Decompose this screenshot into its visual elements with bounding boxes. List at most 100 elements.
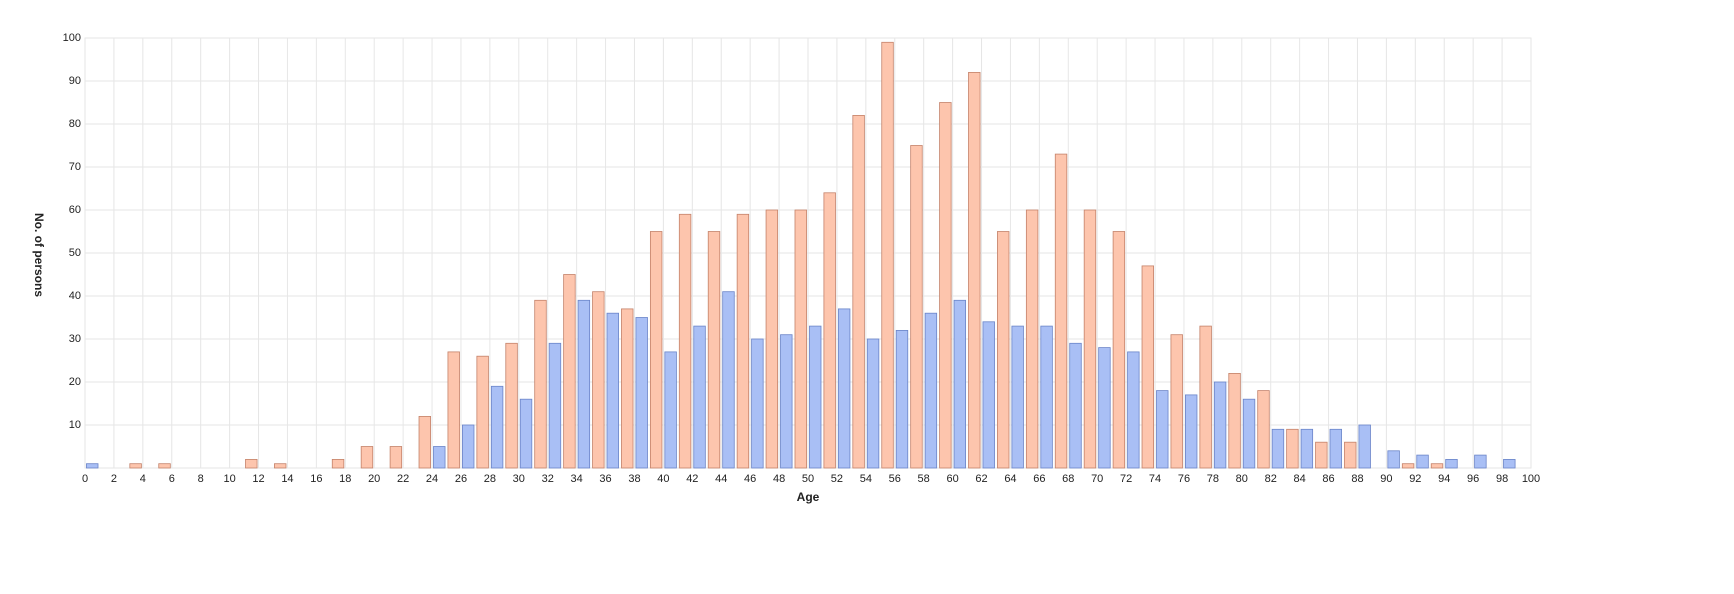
x-tick-label: 70 [1091,473,1103,485]
x-tick-label: 78 [1207,473,1219,485]
bar [331,458,345,469]
x-tick-label: 84 [1294,473,1306,485]
bar [476,355,489,469]
bar [1242,398,1256,469]
y-tick-label: 40 [69,290,81,302]
bar [982,321,995,469]
bar [1141,265,1154,469]
x-tick-label: 18 [339,473,351,485]
x-tick-label: 36 [599,473,611,485]
bar [1112,231,1126,469]
bar [1344,441,1357,469]
bar [780,334,793,469]
bar [823,192,836,469]
x-tick-label: 6 [169,473,175,485]
x-tick-label: 30 [513,473,525,485]
bar [707,231,721,469]
bar [462,424,475,469]
x-tick-label: 96 [1467,473,1479,485]
x-tick-label: 46 [744,473,756,485]
bar [1040,325,1053,469]
bar [1011,325,1024,469]
x-tick-label: 2 [111,473,117,485]
x-tick-label: 4 [140,473,146,485]
bar [621,308,634,469]
x-tick-label: 86 [1322,473,1334,485]
x-tick-label: 8 [198,473,204,485]
y-tick-label: 80 [69,118,81,130]
bar [924,312,938,469]
y-tick-label: 90 [69,75,81,87]
x-tick-label: 58 [918,473,930,485]
x-tick-label: 62 [975,473,987,485]
bar [1083,209,1097,469]
bar [1503,458,1516,469]
bar [751,338,764,469]
x-tick-label: 38 [628,473,640,485]
bar [1228,372,1241,469]
x-tick-label: 20 [368,473,380,485]
y-axis-title: No. of persons [32,213,46,297]
bar [505,342,518,469]
bar [1257,390,1270,469]
bar [1185,394,1198,469]
bar [1315,441,1328,469]
bar [953,299,967,469]
bar [866,338,880,469]
bar [548,342,562,469]
bar [693,325,706,469]
bar [519,398,533,469]
x-tick-label: 100 [1522,473,1540,485]
x-tick-label: 54 [860,473,872,485]
x-tick-label: 88 [1351,473,1363,485]
x-tick-label: 40 [657,473,669,485]
bar [389,446,403,469]
bar [1430,463,1444,469]
bar [852,115,865,469]
x-tick-label: 28 [484,473,496,485]
bar [809,325,822,469]
x-tick-label: 26 [455,473,467,485]
x-tick-label: 56 [889,473,901,485]
x-tick-label: 98 [1496,473,1508,485]
bar [534,299,547,469]
x-tick-label: 22 [397,473,409,485]
x-tick-label: 16 [310,473,322,485]
x-tick-label: 92 [1409,473,1421,485]
x-tick-label: 42 [686,473,698,485]
bar [1329,428,1342,469]
bar [968,72,981,469]
bar [577,299,591,469]
x-tick-label: 82 [1265,473,1277,485]
x-tick-label: 24 [426,473,438,485]
bar [1170,334,1183,469]
bar [664,351,677,469]
x-tick-label: 90 [1380,473,1392,485]
x-axis-title: Age [797,490,820,504]
y-tick-label: 20 [69,376,81,388]
x-tick-label: 44 [715,473,727,485]
bar [418,415,431,469]
bar [1156,390,1169,469]
x-tick-label: 12 [252,473,264,485]
x-tick-label: 52 [831,473,843,485]
bar [1199,325,1212,469]
bar [1300,428,1314,469]
x-tick-label: 32 [542,473,554,485]
bar [274,463,287,469]
x-tick-label: 10 [223,473,235,485]
bar [1025,209,1039,469]
bar [592,291,605,469]
y-tick-label: 60 [69,204,81,216]
bar [635,317,648,469]
bar [245,458,258,469]
bar [649,231,663,469]
bar [939,102,952,469]
bar [722,291,735,469]
bar [1069,342,1082,469]
bar [129,463,142,469]
x-tick-label: 76 [1178,473,1190,485]
y-tick-label: 10 [69,419,81,431]
y-tick-label: 70 [69,161,81,173]
